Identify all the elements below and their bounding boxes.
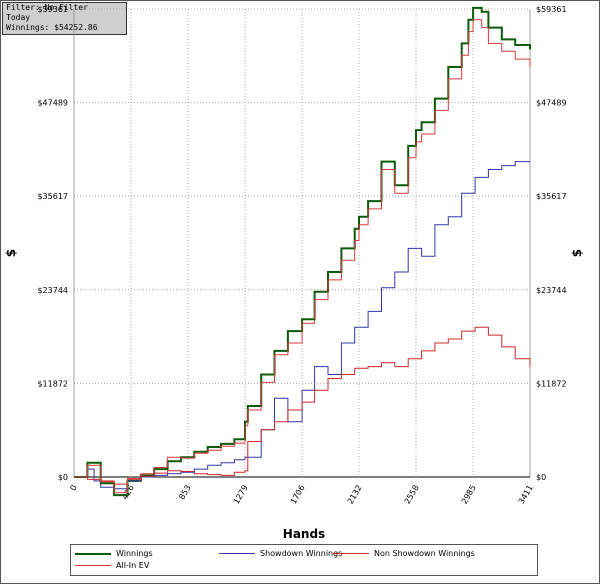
legend-item-allin-ev: All-In EV (75, 560, 149, 572)
x-tick-label: 0 (68, 484, 78, 493)
x-axis-title: Hands (283, 527, 325, 541)
y-tick-label-right: $35617 (536, 192, 567, 201)
legend-label-winnings: Winnings (116, 549, 153, 558)
y-tick-label-left: $11872 (37, 379, 68, 388)
y-axis-title-right: $ (570, 249, 584, 257)
y-tick-label-left: $0 (58, 473, 68, 482)
y-axis-title-left: $ (4, 249, 18, 257)
y-tick-label-right: $47489 (536, 99, 567, 108)
legend-item-winnings: Winnings (75, 548, 153, 560)
y-tick-label-left: $47489 (37, 99, 68, 108)
winnings-graph: $0 $0$11872 $11872$23744 $23744$35617 $35617… (4, 5, 584, 541)
legend-swatch-non-showdown (333, 553, 369, 554)
grid (74, 8, 530, 477)
legend-label-allin-ev: All-In EV (116, 561, 150, 570)
y-tick-label-left: $59361 (37, 5, 68, 14)
winnings-label: Winnings: $54252.86 (6, 23, 98, 32)
legend-swatch-winnings (75, 552, 111, 555)
x-tick-label: 2985 (460, 484, 478, 506)
y-tick-label-left: $23744 (37, 286, 68, 295)
legend-swatch-allin-ev (75, 565, 111, 566)
legend-label-non-showdown: Non Showdown Winnings (374, 549, 475, 558)
x-tick-label: 853 (177, 484, 192, 502)
period-label: Today (6, 13, 31, 22)
y-tick-label-right: $23744 (536, 286, 567, 295)
x-tick-label: 3411 (517, 484, 535, 506)
legend: Winnings Showdown Winnings Non Showdown … (70, 544, 538, 576)
x-tick-label: 2558 (403, 484, 421, 506)
legend-item-showdown: Showdown Winnings (219, 548, 342, 560)
series-allin-ev (74, 19, 531, 494)
legend-swatch-showdown (219, 553, 255, 554)
x-tick-label: 1706 (289, 484, 307, 506)
series (74, 6, 531, 497)
y-tick-label-right: $11872 (536, 379, 567, 388)
legend-label-showdown: Showdown Winnings (260, 549, 343, 558)
series-non-showdown-winnings (74, 326, 531, 485)
x-tick-label: 2132 (346, 484, 364, 506)
x-tick-label: 1279 (232, 484, 250, 506)
filter-info-box: Filter: No Filter Today Winnings: $54252… (2, 2, 127, 35)
y-tick-label-left: $35617 (37, 192, 68, 201)
y-tick-label-right: $59361 (536, 5, 567, 14)
y-tick-label-right: $0 (536, 473, 546, 482)
legend-item-non-showdown: Non Showdown Winnings (333, 548, 475, 560)
filter-label: Filter: No Filter (6, 3, 88, 12)
